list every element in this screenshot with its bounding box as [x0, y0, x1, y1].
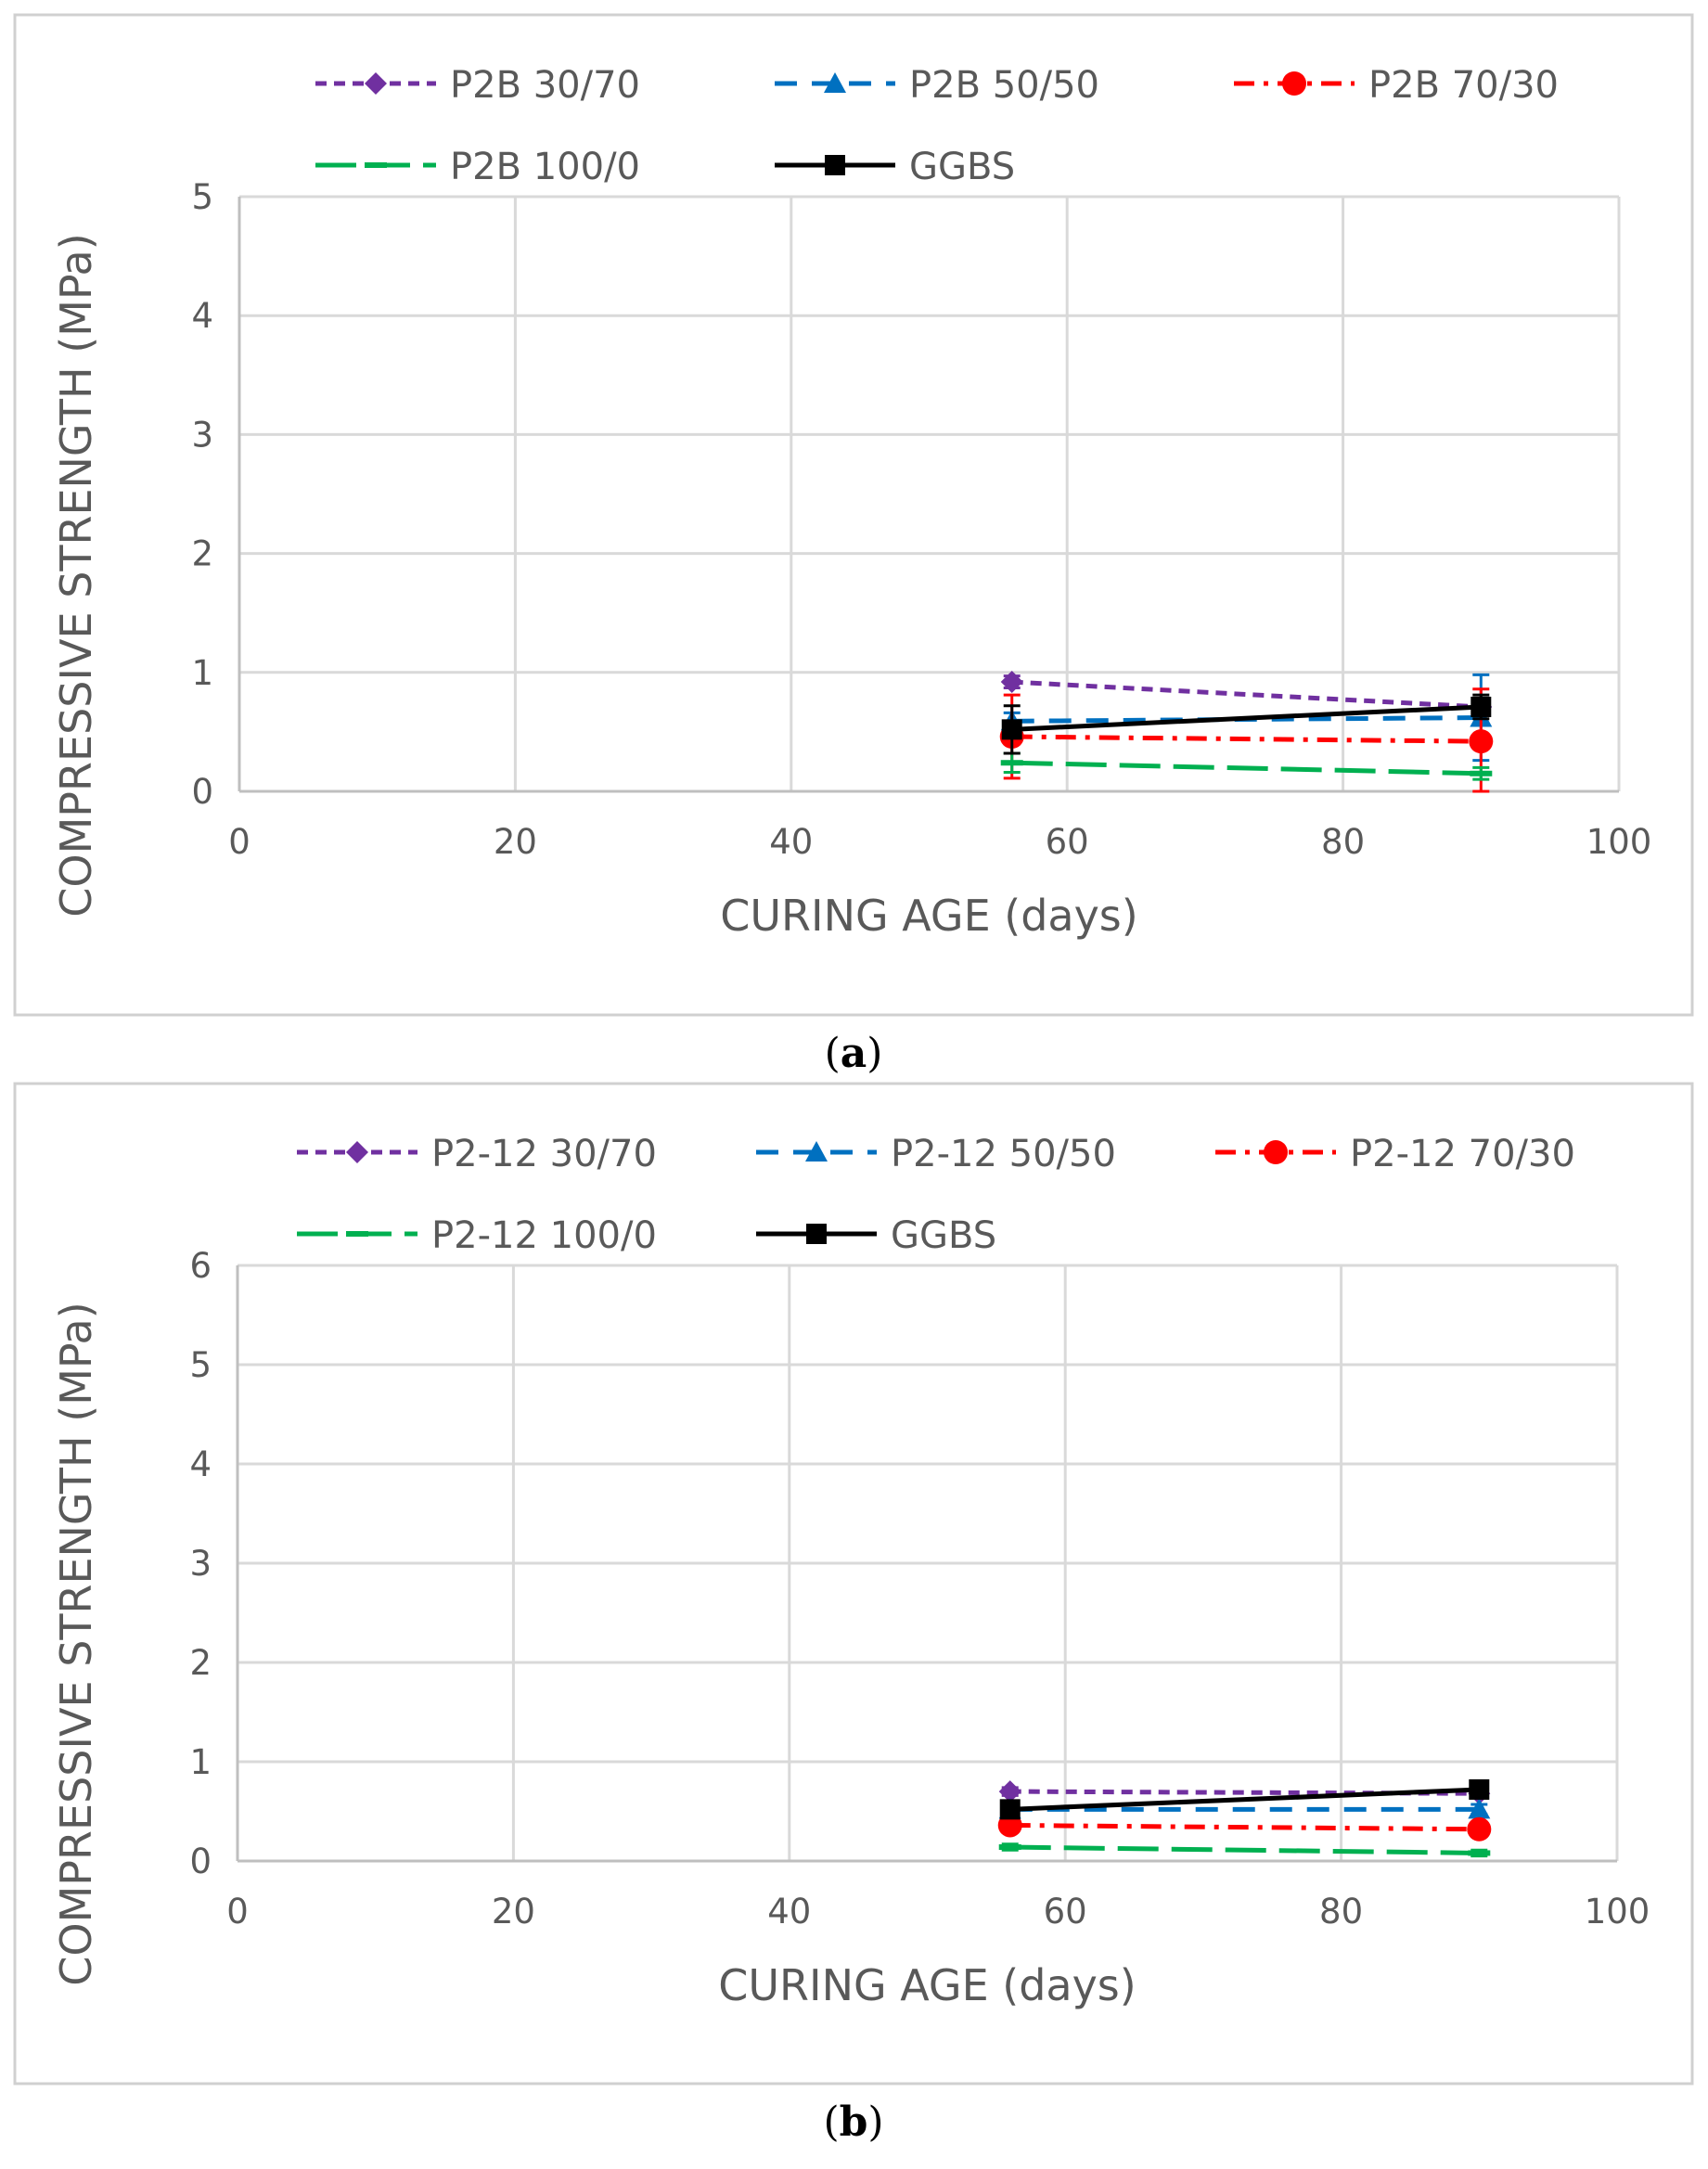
chart-a-legend-p2b-70-30-label: P2B 70/30	[1368, 64, 1559, 107]
chart-a-legend-p2b-30-70: P2B 30/70	[315, 64, 640, 107]
chart-a-series-ggbs-point	[1470, 696, 1492, 717]
chart-b-y-tick-label: 1	[189, 1742, 212, 1782]
chart-b-series-p2-12-50-50-point	[1468, 1798, 1491, 1819]
chart-a-y-tick-label: 3	[191, 415, 213, 455]
chart-a-legend-p2b-100-0-label: P2B 100/0	[450, 146, 640, 188]
chart-b-series-p2-12-70-30-point	[1467, 1816, 1492, 1842]
chart-a-series-p2b-70-30-point	[1469, 729, 1494, 754]
chart-b-series-ggbs-line	[1009, 1787, 1480, 1812]
chart-b-x-tick-label: 40	[767, 1892, 811, 1932]
chart-b-legend-p2-12-50-50: P2-12 50/50	[756, 1133, 1116, 1175]
chart-a-legend-p2b-70-30: P2B 70/30	[1234, 64, 1559, 107]
chart-a-frame	[13, 13, 1694, 1017]
chart-b-legend-p2-12-100-0-marker	[346, 1231, 368, 1237]
chart-b-y-tick-label: 2	[189, 1643, 212, 1683]
chart-a-x-tick-label: 60	[1046, 822, 1089, 862]
chart-b-y-tick-label: 4	[189, 1444, 212, 1484]
chart-b-x-axis-title: CURING AGE (days)	[718, 1960, 1136, 2010]
chart-a-series-p2b-100-0-line	[1011, 760, 1482, 776]
chart-a-series-p2b-100-0-point	[1000, 760, 1023, 766]
chart-b-series-p2-12-100-0-point	[998, 1844, 1021, 1851]
chart-b-legend-p2-12-70-30-label: P2-12 70/30	[1350, 1133, 1575, 1175]
chart-a-y-tick-label: 5	[191, 177, 213, 217]
chart-b-y-tick-label: 5	[189, 1345, 212, 1385]
chart-a-y-tick-label: 4	[191, 296, 213, 336]
chart-a-series-ggbs-line	[1011, 704, 1482, 732]
chart-b-frame	[13, 1082, 1694, 2086]
chart-a-legend-ggbs: GGBS	[775, 146, 1015, 188]
chart-a-x-tick-label: 20	[494, 822, 537, 862]
chart-a-legend-p2b-100-0: P2B 100/0	[315, 146, 640, 188]
chart-a-series-p2b-30-70-line	[1011, 679, 1482, 710]
chart-a-y-tick-label: 2	[191, 534, 213, 574]
chart-b-series-p2-12-100-0-point	[1468, 1850, 1491, 1856]
chart-a-legend-p2b-30-70-marker	[365, 72, 387, 95]
chart-b-x-tick-label: 60	[1044, 1892, 1087, 1932]
chart-b-series-p2-12-100-0-line	[1009, 1844, 1480, 1855]
chart-a-series-p2b-70-30-line	[1011, 734, 1482, 744]
chart-b-legend-p2-12-70-30-marker	[1264, 1140, 1288, 1164]
chart-b-y-tick-label: 6	[189, 1246, 212, 1286]
chart-a-y-axis-title: COMPRESSIVE STRENGTH (MPa)	[51, 233, 101, 917]
chart-b-legend-p2-12-30-70-label: P2-12 30/70	[431, 1133, 657, 1175]
chart-b-series-ggbs-point	[999, 1799, 1021, 1820]
chart-a-x-tick-label: 100	[1586, 822, 1652, 862]
chart-a-legend-p2b-50-50-marker	[824, 72, 846, 93]
chart-a-x-tick-label: 0	[228, 822, 250, 862]
chart-b-x-tick-label: 20	[492, 1892, 535, 1932]
caption-a: (a)	[825, 1030, 883, 1077]
chart-b-x-tick-label: 100	[1585, 1892, 1650, 1932]
chart-b-series-p2-12-70-30-line	[1009, 1822, 1480, 1832]
chart-b-legend-ggbs-label: GGBS	[891, 1214, 996, 1257]
chart-a-y-tick-label: 0	[191, 772, 213, 812]
caption-b: (b)	[823, 2098, 883, 2146]
chart-b-y-tick-label: 3	[189, 1544, 212, 1584]
chart-b-legend: P2-12 30/70 P2-12 50/50 P2-12 70/30 P2-12 1…	[297, 1133, 1575, 1257]
chart-a-x-tick-label: 80	[1321, 822, 1365, 862]
chart-a-legend-p2b-50-50: P2B 50/50	[775, 64, 1099, 107]
chart-a-series-p2b-30-70-point	[1000, 671, 1023, 694]
chart-a-legend-p2b-70-30-marker	[1282, 71, 1306, 96]
chart-a: 0 1 2 3 4 5 0 20 40 60 80 100 CURING AGE (days) COMPR…	[51, 64, 1651, 941]
chart-b-y-axis-title: COMPRESSIVE STRENGTH (MPa)	[51, 1302, 101, 1985]
chart-a-y-tick-label: 1	[191, 653, 213, 693]
chart-a-legend-p2b-30-70-label: P2B 30/70	[450, 64, 640, 107]
chart-a-series-ggbs	[1001, 693, 1492, 755]
chart-b-legend-p2-12-30-70-marker	[346, 1141, 368, 1163]
chart-a-x-axis-title: CURING AGE (days)	[720, 891, 1137, 941]
chart-b-legend-p2-12-30-70: P2-12 30/70	[297, 1133, 657, 1175]
chart-a-legend-p2b-50-50-label: P2B 50/50	[909, 64, 1099, 107]
chart-a-series-p2b-100-0-point	[1470, 770, 1493, 776]
chart-a-legend-ggbs-marker	[825, 155, 845, 175]
chart-b-legend-p2-12-100-0-label: P2-12 100/0	[431, 1214, 657, 1257]
chart-a-legend-ggbs-label: GGBS	[909, 146, 1015, 188]
chart-b-series-ggbs-point	[1469, 1778, 1490, 1800]
chart-a-x-tick-label: 40	[769, 822, 813, 862]
chart-b-series-ggbs	[999, 1778, 1490, 1820]
chart-a-series-ggbs-point	[1001, 719, 1022, 740]
chart-b-x-tick-label: 80	[1319, 1892, 1363, 1932]
chart-b-legend-p2-12-70-30: P2-12 70/30	[1215, 1133, 1575, 1175]
chart-b-legend-ggbs-marker	[806, 1224, 827, 1244]
chart-b-legend-p2-12-100-0: P2-12 100/0	[297, 1214, 657, 1257]
chart-b-legend-p2-12-50-50-marker	[805, 1141, 828, 1162]
chart-a-series-p2b-100-0	[1000, 751, 1493, 781]
chart-b-legend-ggbs: GGBS	[756, 1214, 996, 1257]
chart-b-series-p2-12-30-70-point	[998, 1780, 1021, 1803]
chart-b-series-p2-12-100-0	[998, 1842, 1491, 1858]
chart-b-y-tick-label: 0	[189, 1842, 212, 1881]
chart-b-legend-p2-12-50-50-label: P2-12 50/50	[891, 1133, 1116, 1175]
chart-a-legend: P2B 30/70 P2B 50/50 P2B 70/30 P2B 100/0 GGBS	[315, 64, 1559, 188]
chart-a-legend-p2b-100-0-marker	[365, 162, 387, 168]
chart-b-x-tick-label: 0	[226, 1892, 249, 1932]
chart-b-series-p2-12-70-30	[997, 1813, 1492, 1842]
